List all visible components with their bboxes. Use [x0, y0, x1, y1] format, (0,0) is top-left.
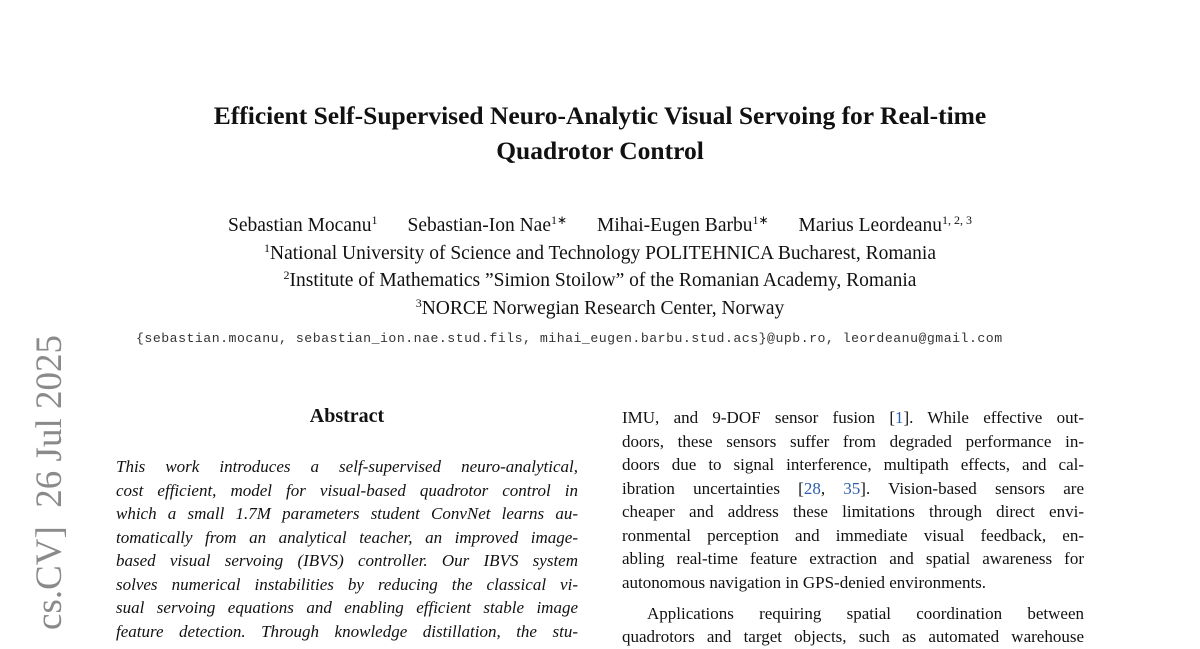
body-line: ibration uncertainties [28, 35]. Vision-… [622, 477, 1084, 501]
affil-mark: 3 [415, 296, 422, 310]
arxiv-sidebar: cs.CV] 26 Jul 2025 [29, 335, 70, 630]
title-line: Efficient Self-Supervised Neuro-Analytic… [213, 101, 987, 130]
body-line: IMU, and 9-DOF sensor fusion [1]. While … [622, 406, 1084, 430]
citation[interactable]: 28 [803, 478, 821, 498]
author-name: Marius Leordeanu [798, 215, 943, 236]
text: IMU, and 9-DOF sensor fusion [ [622, 408, 895, 427]
author-name: Sebastian Mocanu [227, 215, 372, 236]
author-name: Sebastian-Ion Nae [407, 215, 551, 236]
text: cheaper and address these limitations th… [622, 502, 1084, 521]
text: , [820, 478, 844, 498]
affiliation: 2Institute of Mathematics ”Simion Stoilo… [0, 268, 1200, 294]
abstract-line: solves numerical instabilities by reduci… [116, 574, 578, 594]
abstract-line: This work introduces a self-supervised n… [116, 457, 578, 476]
author: Sebastian-Ion Nae1∗ [407, 213, 567, 239]
author-affil: 1 [371, 213, 378, 227]
author-affil: 1, 2, 3 [942, 213, 973, 227]
text: autonomous navigation in GPS-denied envi… [622, 572, 987, 592]
abstract-line: tomatically from an analytical teacher, … [116, 527, 578, 547]
abstract-line: cost efficient, model for visual-based q… [116, 480, 578, 500]
affiliation: 1National University of Science and Tech… [0, 241, 1200, 267]
affiliation: 3NORCE Norwegian Research Center, Norway [0, 296, 1200, 322]
affil-mark: 2 [283, 268, 290, 282]
affil-text: National University of Science and Techn… [270, 243, 936, 264]
text: doors due to signal interference, multip… [622, 455, 1084, 474]
author-affil: 1∗ [752, 213, 769, 227]
abstract-line: which a small 1.7M parameters student Co… [116, 504, 578, 523]
body-line: doors due to signal interference, multip… [622, 453, 1084, 477]
body-line: doors, these sensors suffer from degrade… [622, 430, 1084, 454]
text: Applications requiring spatial coordinat… [647, 603, 1084, 623]
text: ronmental perception and immediate visua… [622, 525, 1084, 545]
text: ]. While effective out- [903, 408, 1085, 427]
abstract-heading: Abstract [309, 405, 385, 427]
author-affil: 1∗ [550, 213, 568, 227]
body-line: abling real-time feature extraction and … [622, 547, 1084, 571]
text: ibration uncertainties [ [622, 478, 804, 498]
authors: Sebastian Mocanu1 Sebastian-Ion Nae1∗ Mi… [0, 213, 1200, 239]
affil-text: Institute of Mathematics ”Simion Stoilow… [289, 270, 917, 291]
abstract-line: based visual servoing (IBVS) controller.… [116, 551, 578, 570]
emails: {sebastian.mocanu, sebastian_ion.nae.stu… [136, 331, 1003, 346]
title-line: Quadrotor Control [496, 136, 704, 165]
text: ]. Vision-based sensors are [860, 478, 1085, 498]
body-line: ronmental perception and immediate visua… [622, 524, 1084, 548]
body-line: autonomous navigation in GPS-denied envi… [622, 571, 1084, 595]
abstract-line: feature detection. Through knowledge dis… [116, 621, 578, 641]
affil-mark: 1 [264, 241, 270, 255]
body-line: quadrotors and target objects, such as a… [622, 625, 1084, 649]
affil-text: NORCE Norwegian Research Center, Norway [421, 298, 785, 319]
author: Sebastian Mocanu1 [228, 213, 378, 239]
text: quadrotors and target objects, such as a… [622, 627, 1084, 646]
citation[interactable]: 1 [895, 408, 904, 427]
author-name: Mihai-Eugen Barbu [597, 215, 753, 236]
author: Marius Leordeanu1, 2, 3 [799, 213, 973, 239]
author: Mihai-Eugen Barbu1∗ [597, 213, 768, 239]
citation[interactable]: 35 [843, 478, 861, 498]
abstract-line: sual servoing equations and enabling eff… [116, 598, 578, 617]
body-line: cheaper and address these limitations th… [622, 500, 1084, 524]
text: doors, these sensors suffer from degrade… [622, 431, 1084, 451]
body-line: Applications requiring spatial coordinat… [647, 602, 1084, 626]
text: abling real-time feature extraction and … [622, 549, 1084, 568]
